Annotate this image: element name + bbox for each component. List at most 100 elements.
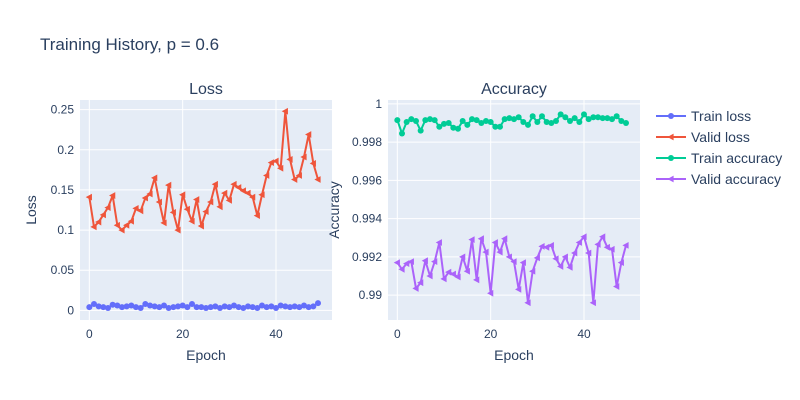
data-point <box>613 283 620 290</box>
legend-label: Train accuracy <box>691 150 782 166</box>
data-point <box>296 304 303 311</box>
subplot-1: 0 20 40 0.99 0.992 0.994 0.996 0.998 1 Accuracy Ep… <box>326 81 640 363</box>
data-point <box>459 253 466 261</box>
data-point <box>179 302 186 309</box>
data-point <box>151 174 158 182</box>
data-point <box>100 304 107 311</box>
data-point <box>244 189 251 197</box>
data-point <box>161 302 167 309</box>
data-point <box>235 304 242 311</box>
legend-item[interactable]: Valid accuracy <box>656 171 781 187</box>
x-tick-label: 0 <box>394 327 401 341</box>
data-point <box>567 118 573 125</box>
data-point <box>501 235 508 243</box>
x-axis-title: Epoch <box>186 347 226 363</box>
data-point <box>309 160 316 167</box>
legend-item[interactable]: Valid loss <box>656 129 750 145</box>
data-point <box>562 114 569 121</box>
data-point <box>277 164 284 172</box>
data-point <box>155 198 162 206</box>
data-point <box>249 304 256 311</box>
x-tick-label: 20 <box>484 327 498 341</box>
data-point <box>594 241 601 248</box>
data-point <box>393 259 400 267</box>
y-tick-label: 0.992 <box>352 250 382 264</box>
data-point <box>403 260 410 267</box>
data-point <box>189 300 195 307</box>
data-point <box>85 193 92 201</box>
data-point <box>165 304 172 311</box>
data-point <box>132 204 139 212</box>
legend-item[interactable]: Train loss <box>656 108 751 124</box>
y-tick-label: 0.998 <box>352 135 382 149</box>
data-point <box>515 114 522 121</box>
data-point <box>441 120 447 127</box>
data-point <box>286 156 293 163</box>
data-point <box>450 124 457 131</box>
data-point <box>300 153 307 161</box>
data-point <box>146 190 153 198</box>
y-tick-label: 0.99 <box>359 288 383 302</box>
data-point <box>515 285 522 293</box>
data-point <box>95 303 102 310</box>
data-point <box>141 194 148 202</box>
data-point <box>566 263 573 271</box>
series-0-0 <box>86 300 321 311</box>
y-axis-title: Loss <box>23 195 39 225</box>
data-point <box>230 180 237 188</box>
data-point <box>105 304 111 311</box>
data-point <box>221 303 228 310</box>
data-point <box>95 218 102 226</box>
legend-label: Valid accuracy <box>691 171 781 187</box>
data-point <box>165 181 172 189</box>
data-point <box>431 117 438 124</box>
x-tick-label: 20 <box>176 327 190 341</box>
data-point <box>259 302 265 309</box>
legend-label: Train loss <box>691 108 751 124</box>
data-point <box>277 302 284 309</box>
data-point <box>188 217 195 225</box>
data-point <box>538 242 545 250</box>
data-point <box>575 239 582 246</box>
x-tick-label: 0 <box>86 327 93 341</box>
y-tick-label: 0.996 <box>352 173 382 187</box>
data-point <box>585 116 592 123</box>
data-point <box>618 118 625 125</box>
legend-marker <box>668 113 674 119</box>
data-point <box>547 241 554 249</box>
data-point <box>127 217 134 225</box>
data-point <box>412 285 419 292</box>
data-point <box>557 263 564 270</box>
data-point <box>267 159 274 167</box>
data-point <box>533 254 540 262</box>
data-point <box>239 187 246 195</box>
data-point <box>170 304 177 311</box>
data-point <box>539 113 545 120</box>
data-point <box>422 117 429 124</box>
data-point <box>175 303 181 310</box>
data-point <box>272 157 279 165</box>
data-point <box>258 191 265 199</box>
y-tick-label: 0.05 <box>51 263 75 277</box>
data-point <box>427 116 433 123</box>
data-point <box>529 113 536 120</box>
data-point <box>207 304 214 311</box>
data-point <box>169 209 176 216</box>
data-point <box>543 119 550 125</box>
data-point <box>207 198 214 206</box>
data-point <box>291 303 298 310</box>
legend-item[interactable]: Train accuracy <box>656 150 782 166</box>
data-point <box>510 258 517 266</box>
series-0-1 <box>85 107 321 234</box>
data-point <box>609 116 615 123</box>
x-axis-title: Epoch <box>494 347 534 363</box>
data-point <box>216 203 223 211</box>
data-point <box>455 125 461 132</box>
data-point <box>608 245 615 253</box>
y-tick-label: 0.15 <box>51 183 75 197</box>
data-point <box>203 304 209 311</box>
data-point <box>137 207 144 215</box>
data-point <box>469 116 475 123</box>
data-point <box>91 300 97 307</box>
data-point <box>473 276 480 284</box>
